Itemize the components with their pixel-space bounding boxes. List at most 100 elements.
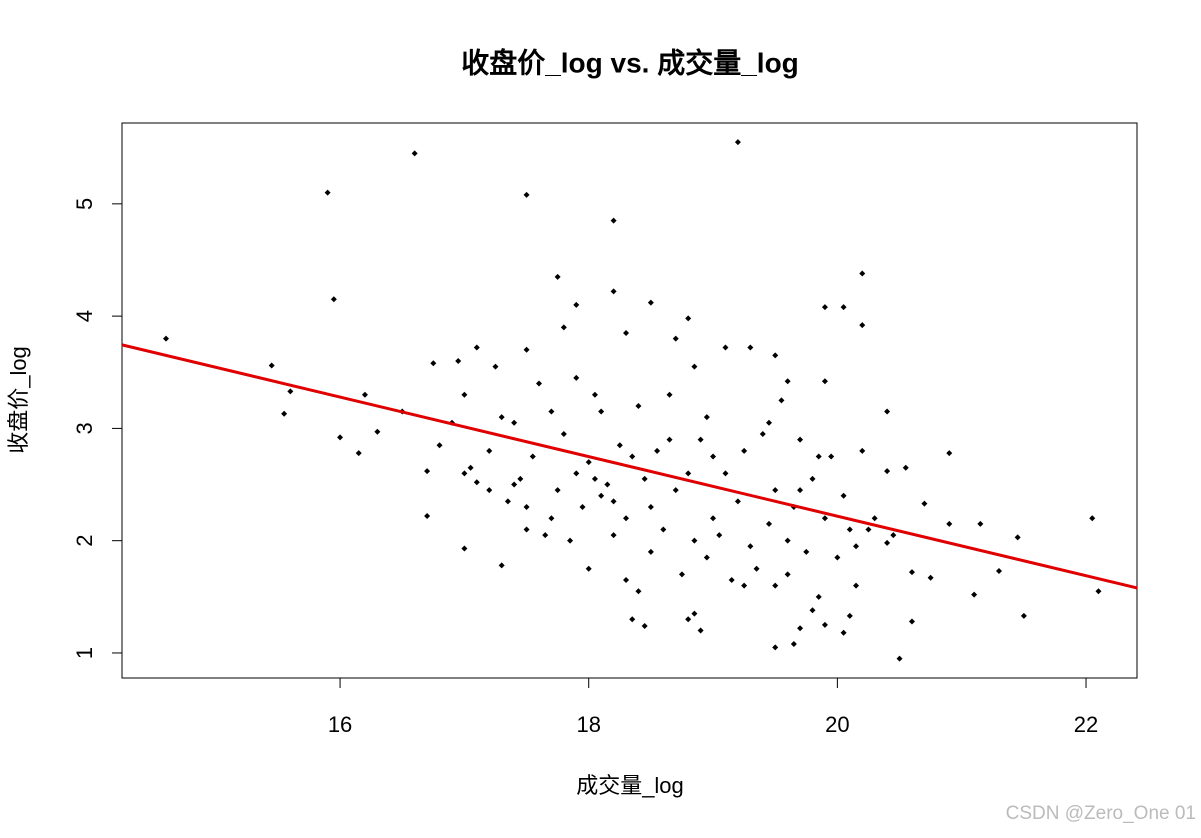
point (573, 470, 580, 477)
point (523, 526, 530, 533)
point (523, 191, 530, 198)
point (672, 335, 679, 342)
point (691, 363, 698, 370)
y-axis-label: 收盘价_log (6, 346, 31, 454)
point (647, 548, 654, 555)
point (765, 419, 772, 426)
point (461, 545, 468, 552)
point (163, 335, 170, 342)
point (772, 644, 779, 651)
point (784, 571, 791, 578)
point (902, 464, 909, 471)
point (281, 410, 288, 417)
point (728, 576, 735, 583)
point (492, 363, 499, 370)
regression-line (121, 343, 1138, 590)
point (666, 391, 673, 398)
point (361, 391, 368, 398)
point (430, 360, 437, 367)
y-tick-label: 2 (72, 535, 97, 547)
point (1089, 515, 1096, 522)
point (635, 588, 642, 595)
point (1014, 534, 1021, 541)
point (666, 436, 673, 443)
point (890, 532, 897, 539)
y-tick-label: 3 (72, 422, 97, 434)
point (591, 475, 598, 482)
point (579, 503, 586, 510)
point (846, 526, 853, 533)
point (598, 408, 605, 415)
point (747, 344, 754, 351)
y-tick-label: 1 (72, 647, 97, 659)
point (834, 554, 841, 561)
point (853, 543, 860, 550)
point (610, 498, 617, 505)
x-tick-label: 20 (825, 712, 849, 737)
point (424, 512, 431, 519)
x-tick-label: 16 (328, 712, 352, 737)
point (1095, 588, 1102, 595)
point (772, 487, 779, 494)
x-tick-label: 18 (576, 712, 600, 737)
point (504, 498, 511, 505)
point (797, 487, 804, 494)
point (747, 543, 754, 550)
point (884, 468, 891, 475)
point (840, 629, 847, 636)
point (821, 515, 828, 522)
point (697, 436, 704, 443)
point (815, 453, 822, 460)
point (511, 481, 518, 488)
point (287, 388, 294, 395)
point (542, 532, 549, 539)
point (330, 296, 337, 303)
point (554, 273, 561, 280)
point (529, 453, 536, 460)
point (461, 470, 468, 477)
point (641, 475, 648, 482)
point (977, 520, 984, 527)
point (703, 414, 710, 421)
point (703, 554, 710, 561)
point (710, 453, 717, 460)
point (523, 346, 530, 353)
point (685, 616, 692, 623)
point (859, 270, 866, 277)
point (647, 299, 654, 306)
point (772, 582, 779, 589)
point (821, 378, 828, 385)
point (660, 526, 667, 533)
x-axis-label: 成交量_log (576, 773, 684, 798)
point (610, 532, 617, 539)
point (498, 562, 505, 569)
point (623, 515, 630, 522)
point (722, 470, 729, 477)
point (797, 436, 804, 443)
point (853, 582, 860, 589)
point (809, 607, 816, 614)
point (486, 447, 493, 454)
point (884, 539, 891, 546)
point (554, 487, 561, 494)
point (908, 618, 915, 625)
point (734, 498, 741, 505)
point (623, 576, 630, 583)
point (548, 408, 555, 415)
point (573, 301, 580, 308)
point (971, 591, 978, 598)
x-tick-label: 22 (1074, 712, 1098, 737)
point (840, 304, 847, 311)
point (560, 431, 567, 438)
point (927, 574, 934, 581)
point (691, 610, 698, 617)
point (753, 565, 760, 572)
point (678, 571, 685, 578)
y-tick-label: 4 (72, 310, 97, 322)
y-tick-label: 5 (72, 198, 97, 210)
point (498, 414, 505, 421)
point (865, 526, 872, 533)
point (828, 453, 835, 460)
point (840, 492, 847, 499)
